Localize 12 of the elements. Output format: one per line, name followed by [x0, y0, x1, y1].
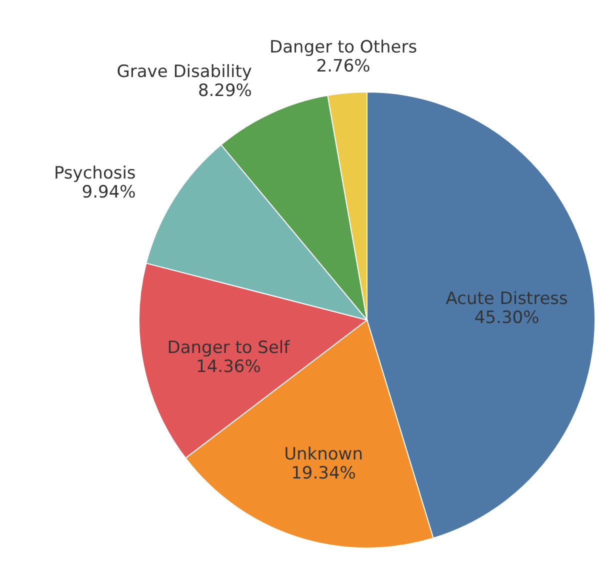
data-label: 2.76% [316, 56, 370, 76]
data-label: 45.30% [474, 308, 540, 328]
slice-label: Danger to Others [270, 37, 418, 58]
slice-label: Psychosis [54, 164, 136, 184]
data-label: 14.36% [196, 356, 261, 377]
slice-label: Grave Disability [116, 62, 252, 82]
data-label: 19.34% [291, 464, 356, 484]
data-label: 8.29% [198, 80, 252, 101]
slice-label: Unknown [284, 444, 363, 465]
slice-label: Acute Distress [446, 289, 568, 310]
slice-label: Danger to Self [167, 338, 291, 358]
data-label: 9.94% [82, 182, 136, 203]
